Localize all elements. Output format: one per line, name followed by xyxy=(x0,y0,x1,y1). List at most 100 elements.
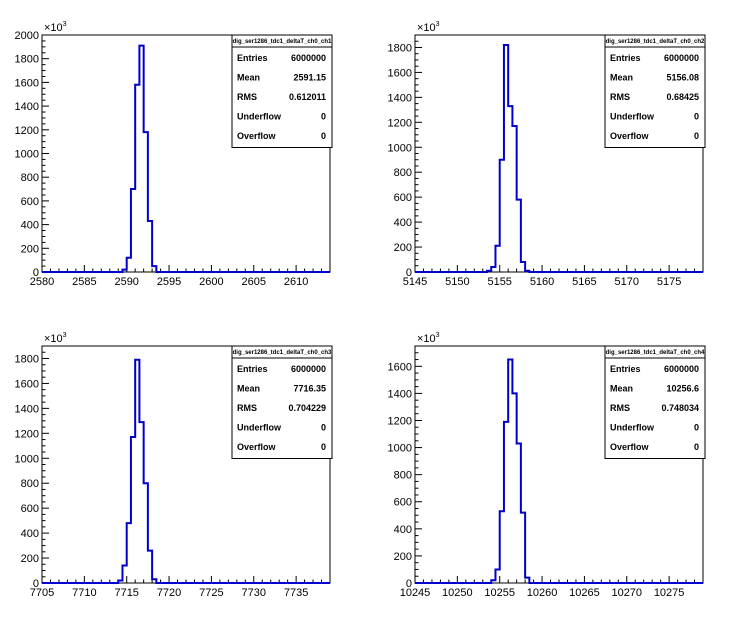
x-tick-label: 5145 xyxy=(403,276,427,288)
stats-title: dig_ser1286_tdc1_deltaT_ch0_ch4 xyxy=(606,350,705,356)
stats-mean-value: 5156.08 xyxy=(666,73,699,83)
y-tick-label: 1200 xyxy=(15,428,39,440)
y-tick-label: 1400 xyxy=(388,388,412,400)
stats-overflow-label: Overflow xyxy=(237,442,277,452)
histogram-panel-3: 7705 7710 7715 7720 7725 7730 7735 0 200 400 600 80… xyxy=(15,332,333,599)
y-tick-label: 2000 xyxy=(15,30,39,42)
stats-rms-value: 0.612011 xyxy=(289,92,326,102)
y-tick-label: 1200 xyxy=(15,125,39,137)
y-tick-label: 1200 xyxy=(388,117,412,129)
y-tick-label: 1000 xyxy=(15,453,39,465)
y-tick-label: 600 xyxy=(394,497,412,509)
stats-mean-label: Mean xyxy=(610,73,633,83)
stats-mean-value: 7716.35 xyxy=(293,384,326,394)
stats-box-frame xyxy=(231,345,333,459)
stats-box-frame xyxy=(604,34,706,148)
x-tick-label: 7715 xyxy=(114,587,138,599)
stats-title: dig_ser1286_tdc1_deltaT_ch0_ch2 xyxy=(606,39,705,45)
x-tick-label: 2610 xyxy=(284,276,308,288)
stats-entries-value: 6000000 xyxy=(291,53,326,63)
y-tick-label: 1400 xyxy=(15,403,39,415)
stats-box-frame xyxy=(231,34,333,148)
y-tick-label: 1400 xyxy=(15,101,39,113)
y-tick-label: 600 xyxy=(21,503,39,515)
stats-underflow-label: Underflow xyxy=(237,423,282,433)
stats-entries-value: 6000000 xyxy=(664,53,699,63)
stats-overflow-label: Overflow xyxy=(610,442,650,452)
x-tick-label: 5160 xyxy=(530,276,554,288)
y-tick-label: 600 xyxy=(21,196,39,208)
y-tick-label: 1600 xyxy=(388,361,412,373)
stats-mean-value: 10256.6 xyxy=(666,384,699,394)
stats-title: dig_ser1286_tdc1_deltaT_ch0_ch1 xyxy=(233,39,332,45)
x-tick-label: 5165 xyxy=(572,276,596,288)
x-tick-label: 7725 xyxy=(199,587,223,599)
stats-rms-label: RMS xyxy=(237,92,257,102)
x-tick-label: 10265 xyxy=(569,587,600,599)
y-tick-label: 800 xyxy=(394,470,412,482)
y-tick-label: 1600 xyxy=(388,67,412,79)
stats-entries-label: Entries xyxy=(610,53,641,63)
stats-overflow-value: 0 xyxy=(694,131,699,141)
histogram-panel-2: 5145 5150 5155 5160 5165 5170 5175 0 200 400 600 80… xyxy=(388,21,706,288)
stats-rms-value: 0.68425 xyxy=(666,92,699,102)
y-tick-label: 400 xyxy=(394,524,412,536)
y-tick-label: 0 xyxy=(33,267,39,279)
y-tick-label: 1000 xyxy=(15,149,39,161)
stats-mean-label: Mean xyxy=(237,384,260,394)
x-tick-label: 10245 xyxy=(400,587,431,599)
stats-overflow-value: 0 xyxy=(321,131,326,141)
x-tick-label: 7705 xyxy=(30,587,54,599)
stats-underflow-label: Underflow xyxy=(237,112,282,122)
stats-underflow-value: 0 xyxy=(321,423,326,433)
stats-entries-label: Entries xyxy=(610,364,641,374)
y-tick-label: 1000 xyxy=(388,443,412,455)
stats-box: dig_ser1286_tdc1_deltaT_ch0_ch2 Entries 60… xyxy=(604,34,706,148)
y-tick-label: 1200 xyxy=(388,415,412,427)
x-tick-label: 10270 xyxy=(611,587,642,599)
histogram-panel-4: 10245 10250 10255 10260 10265 10270 10275 0 200 4… xyxy=(388,332,706,599)
histogram-panel-1: 2580 2585 2590 2595 2600 2605 2610 0 200 400 600 80… xyxy=(15,21,333,288)
stats-entries-value: 6000000 xyxy=(664,364,699,374)
x-tick-label: 5175 xyxy=(657,276,681,288)
x-tick-label: 7735 xyxy=(284,587,308,599)
stats-entries-label: Entries xyxy=(237,364,268,374)
y-multiplier: ×103 xyxy=(44,21,67,34)
stats-rms-value: 0.704229 xyxy=(288,403,326,413)
stats-mean-label: Mean xyxy=(237,73,260,83)
histogram-series xyxy=(415,358,703,584)
y-tick-label: 1600 xyxy=(15,77,39,89)
stats-overflow-label: Overflow xyxy=(610,131,650,141)
y-tick-label: 800 xyxy=(21,478,39,490)
y-tick-label: 600 xyxy=(394,192,412,204)
x-tick-label: 10250 xyxy=(442,587,473,599)
stats-rms-label: RMS xyxy=(610,92,630,102)
y-multiplier: ×103 xyxy=(44,332,67,345)
x-tick-label: 2595 xyxy=(157,276,181,288)
stats-box-frame xyxy=(604,345,706,459)
y-tick-label: 0 xyxy=(33,578,39,590)
x-tick-label: 7730 xyxy=(242,587,266,599)
y-tick-label: 0 xyxy=(406,267,412,279)
histogram-series xyxy=(42,44,330,273)
y-tick-label: 200 xyxy=(21,553,39,565)
stats-box: dig_ser1286_tdc1_deltaT_ch0_ch1 Entries 60… xyxy=(231,34,333,148)
stats-entries-label: Entries xyxy=(237,53,268,63)
stats-box: dig_ser1286_tdc1_deltaT_ch0_ch4 Entries 60… xyxy=(604,345,706,459)
stats-rms-label: RMS xyxy=(237,403,257,413)
stats-rms-value: 0.748034 xyxy=(661,403,699,413)
x-tick-label: 2580 xyxy=(30,276,54,288)
x-tick-label: 10260 xyxy=(527,587,558,599)
stats-entries-value: 6000000 xyxy=(291,364,326,374)
x-tick-label: 10275 xyxy=(654,587,685,599)
y-tick-label: 1600 xyxy=(15,378,39,390)
x-tick-label: 7710 xyxy=(72,587,96,599)
stats-title: dig_ser1286_tdc1_deltaT_ch0_ch3 xyxy=(233,350,332,356)
stats-underflow-value: 0 xyxy=(321,112,326,122)
y-tick-label: 0 xyxy=(406,578,412,590)
x-tick-label: 5155 xyxy=(487,276,511,288)
stats-underflow-value: 0 xyxy=(694,423,699,433)
stats-underflow-value: 0 xyxy=(694,112,699,122)
y-tick-label: 400 xyxy=(21,220,39,232)
